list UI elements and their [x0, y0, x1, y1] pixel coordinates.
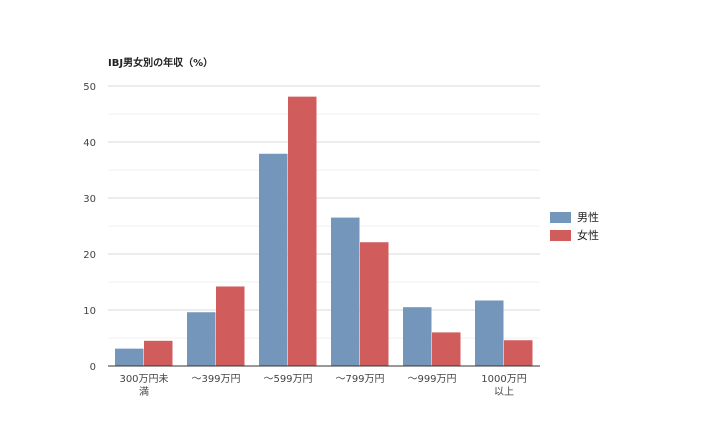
- y-tick-label: 40: [83, 138, 96, 149]
- bar-female: [504, 340, 533, 366]
- x-tick-label: 1000万円以上: [481, 374, 526, 398]
- legend-label: 女性: [577, 228, 599, 242]
- x-tick-label: ～799万円: [335, 374, 384, 385]
- x-tick-label: ～999万円: [407, 374, 456, 385]
- bar-male: [115, 348, 144, 366]
- bar-male: [259, 153, 288, 366]
- legend-swatch: [550, 230, 571, 241]
- x-tick-label: ～399万円: [191, 374, 240, 385]
- bar-male: [403, 307, 432, 366]
- y-tick-label: 20: [83, 250, 96, 261]
- bar-female: [360, 242, 389, 366]
- x-tick-label: 300万円未満: [119, 373, 168, 398]
- bar-female: [432, 332, 461, 366]
- y-tick-label: 50: [83, 82, 96, 93]
- y-tick-label: 30: [83, 194, 96, 205]
- bar-female: [144, 340, 173, 366]
- y-tick-label: 10: [83, 306, 96, 317]
- chart-title: IBJ男女別の年収（%）: [108, 56, 213, 69]
- legend-label: 男性: [577, 210, 599, 224]
- bar-female: [288, 96, 317, 366]
- bar-female: [216, 286, 245, 366]
- x-tick-label: ～599万円: [263, 374, 312, 385]
- y-tick-label: 0: [90, 362, 96, 373]
- legend-swatch: [550, 212, 571, 223]
- bar-male: [331, 217, 360, 366]
- bar-male: [187, 312, 216, 366]
- bar-male: [475, 300, 504, 366]
